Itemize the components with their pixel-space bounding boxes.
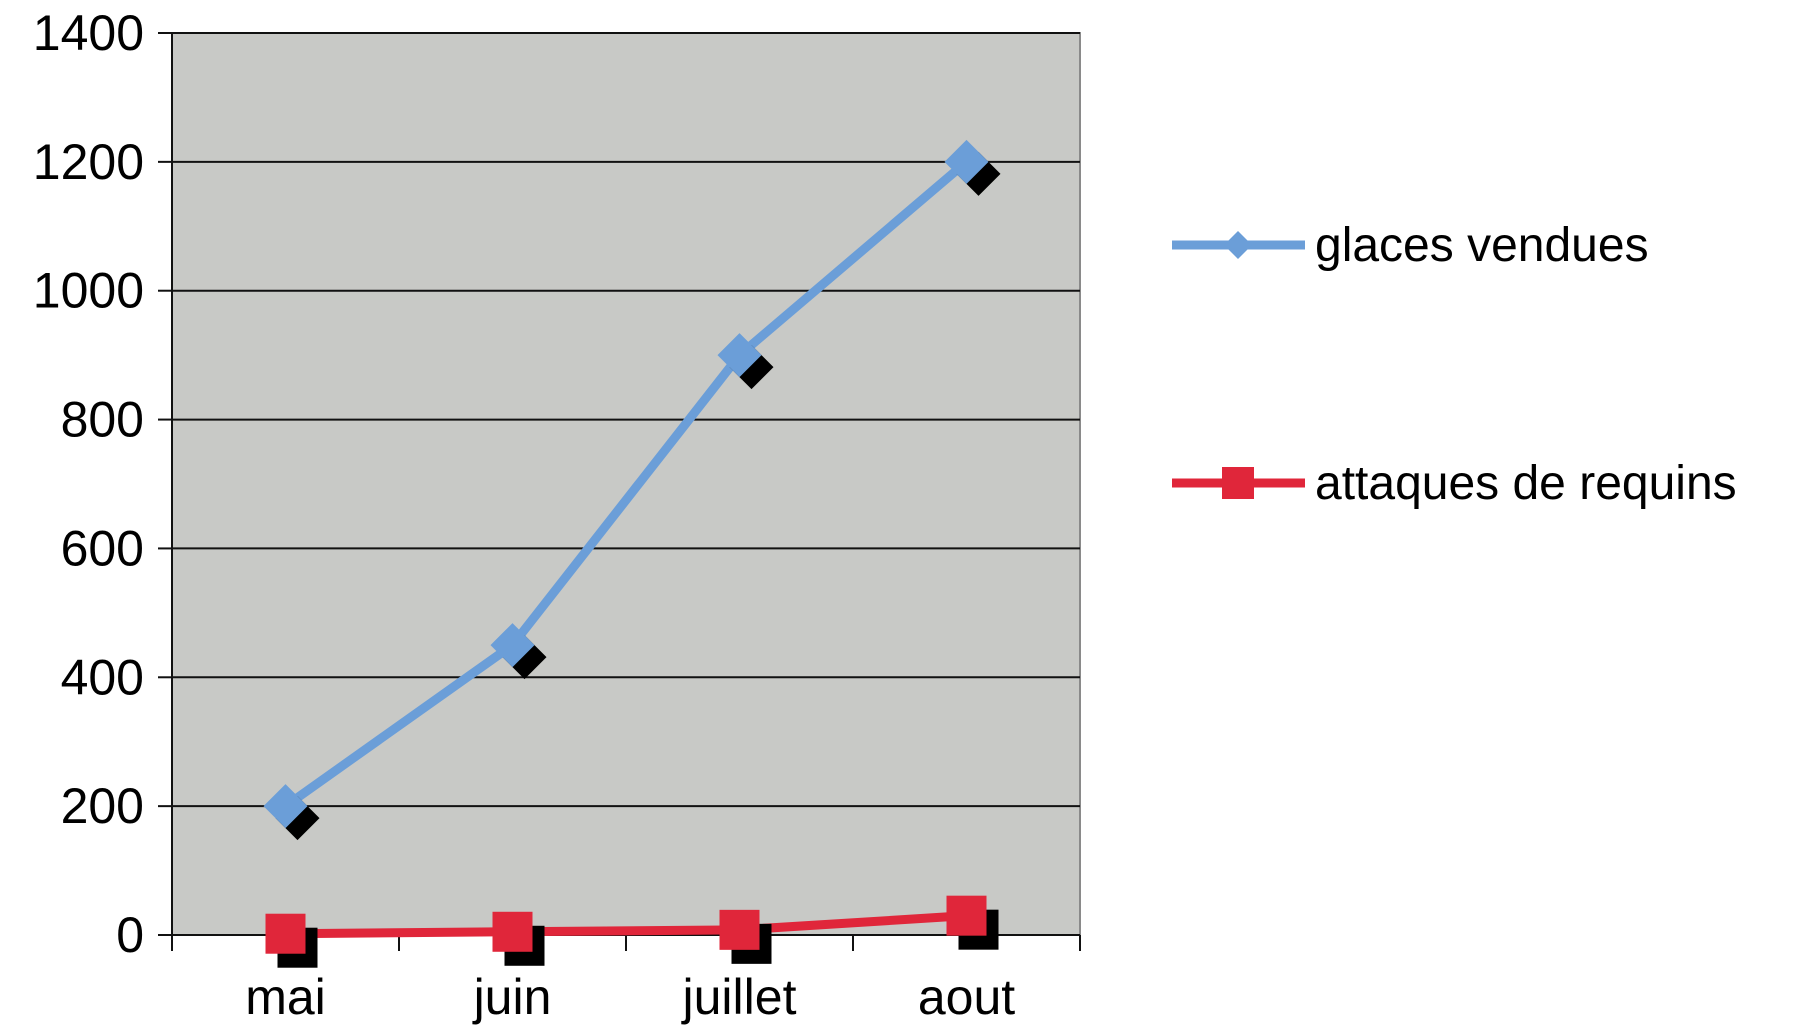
x-tick-label: juin — [472, 969, 552, 1025]
series-0 — [263, 139, 1001, 841]
series-line — [285, 911, 967, 939]
data-point-marker — [265, 913, 306, 954]
y-tick-label: 1400 — [33, 5, 144, 61]
legend-label: attaques de requins — [1315, 457, 1737, 510]
y-tick-label: 200 — [61, 778, 144, 834]
data-point-marker — [717, 333, 762, 378]
legend-item: attaques de requins — [1172, 457, 1737, 510]
data-point-marker — [263, 784, 308, 829]
y-tick-label: 800 — [61, 392, 144, 448]
data-point-marker — [492, 911, 533, 952]
x-tick-label: mai — [245, 969, 326, 1025]
y-tick-label: 0 — [116, 907, 144, 963]
data-point-marker — [946, 895, 987, 936]
legend-label: glaces vendues — [1315, 219, 1649, 272]
y-tick-label: 1000 — [33, 263, 144, 319]
y-tick-label: 1200 — [33, 134, 144, 190]
x-tick-label: juillet — [681, 969, 797, 1025]
y-tick-label: 600 — [61, 520, 144, 576]
legend: glaces vendues attaques de requins — [1172, 219, 1737, 510]
y-tick-label: 400 — [61, 649, 144, 705]
series — [263, 139, 1001, 968]
data-point-marker — [490, 623, 535, 668]
data-point-marker — [944, 139, 989, 184]
gridlines — [172, 32, 1080, 808]
data-point-marker — [719, 909, 760, 950]
legend-item: glaces vendues — [1172, 219, 1649, 272]
legend-marker — [1224, 231, 1252, 259]
plot-area — [171, 32, 1081, 936]
series-line — [282, 158, 970, 810]
legend-marker — [1222, 467, 1254, 499]
series-1 — [265, 895, 999, 968]
x-tick-label: aout — [918, 969, 1015, 1025]
x-tick-labels: mai juin juillet aout — [245, 969, 1015, 1025]
y-tick-labels: 0 200 400 600 800 1000 1200 1400 — [33, 5, 144, 963]
